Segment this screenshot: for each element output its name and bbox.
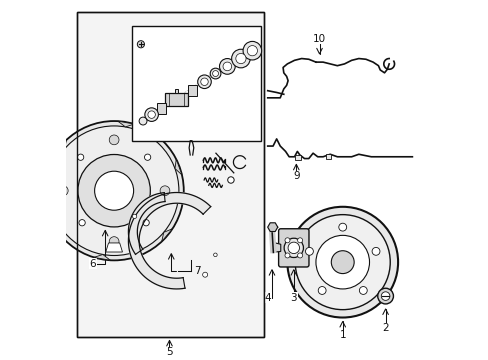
Circle shape [147, 111, 155, 118]
Bar [188, 85, 197, 96]
Bar [77, 12, 264, 337]
Text: 5: 5 [166, 347, 172, 357]
Circle shape [371, 247, 379, 255]
Polygon shape [128, 193, 165, 254]
Circle shape [109, 135, 119, 145]
Polygon shape [270, 243, 280, 252]
Bar [325, 154, 331, 158]
Bar [157, 103, 165, 114]
Circle shape [315, 235, 369, 289]
Circle shape [297, 253, 302, 258]
Text: 3: 3 [290, 293, 297, 303]
Bar [295, 156, 300, 159]
Circle shape [160, 186, 169, 195]
Circle shape [227, 177, 234, 183]
Circle shape [212, 71, 218, 76]
Polygon shape [56, 140, 66, 153]
Text: 10: 10 [312, 34, 325, 44]
Bar [77, 12, 264, 337]
Circle shape [297, 238, 302, 243]
Text: 7: 7 [194, 266, 201, 276]
Circle shape [285, 238, 289, 243]
Polygon shape [46, 207, 53, 222]
Circle shape [331, 251, 353, 274]
Circle shape [202, 272, 207, 277]
Polygon shape [94, 255, 110, 260]
Circle shape [132, 214, 137, 219]
Circle shape [77, 154, 83, 160]
Circle shape [359, 287, 366, 294]
Text: 8: 8 [132, 86, 139, 96]
Circle shape [142, 220, 149, 226]
Text: 2: 2 [382, 323, 388, 333]
Circle shape [219, 59, 235, 74]
Circle shape [287, 207, 397, 318]
Circle shape [247, 46, 257, 56]
Text: 1: 1 [339, 330, 346, 341]
Circle shape [144, 154, 150, 160]
Circle shape [381, 292, 389, 300]
Circle shape [78, 154, 150, 227]
Circle shape [295, 215, 389, 310]
Circle shape [213, 253, 217, 257]
Bar [132, 26, 260, 141]
Bar [164, 93, 188, 107]
Circle shape [338, 223, 346, 231]
Circle shape [235, 53, 245, 64]
Polygon shape [118, 121, 134, 127]
Circle shape [318, 287, 325, 294]
Circle shape [49, 126, 179, 256]
Circle shape [94, 171, 133, 210]
Circle shape [109, 237, 119, 247]
Bar [175, 89, 178, 93]
Text: 9: 9 [292, 171, 299, 181]
Circle shape [79, 220, 85, 226]
Circle shape [201, 78, 208, 85]
Circle shape [44, 121, 183, 260]
Circle shape [231, 49, 250, 68]
Circle shape [58, 186, 68, 195]
Polygon shape [128, 193, 210, 289]
Text: 4: 4 [264, 293, 270, 303]
Circle shape [287, 242, 299, 253]
Circle shape [377, 288, 393, 304]
FancyBboxPatch shape [278, 229, 308, 267]
Circle shape [137, 41, 144, 48]
Circle shape [305, 247, 313, 255]
Polygon shape [105, 243, 122, 252]
Circle shape [144, 108, 158, 121]
Polygon shape [267, 223, 277, 231]
Polygon shape [175, 159, 182, 175]
Circle shape [243, 41, 261, 60]
Circle shape [197, 75, 211, 89]
Circle shape [139, 117, 147, 125]
Circle shape [223, 62, 231, 71]
Circle shape [285, 253, 289, 258]
Circle shape [210, 68, 221, 79]
Polygon shape [162, 229, 172, 242]
Text: 6: 6 [89, 259, 96, 269]
Circle shape [284, 238, 303, 257]
